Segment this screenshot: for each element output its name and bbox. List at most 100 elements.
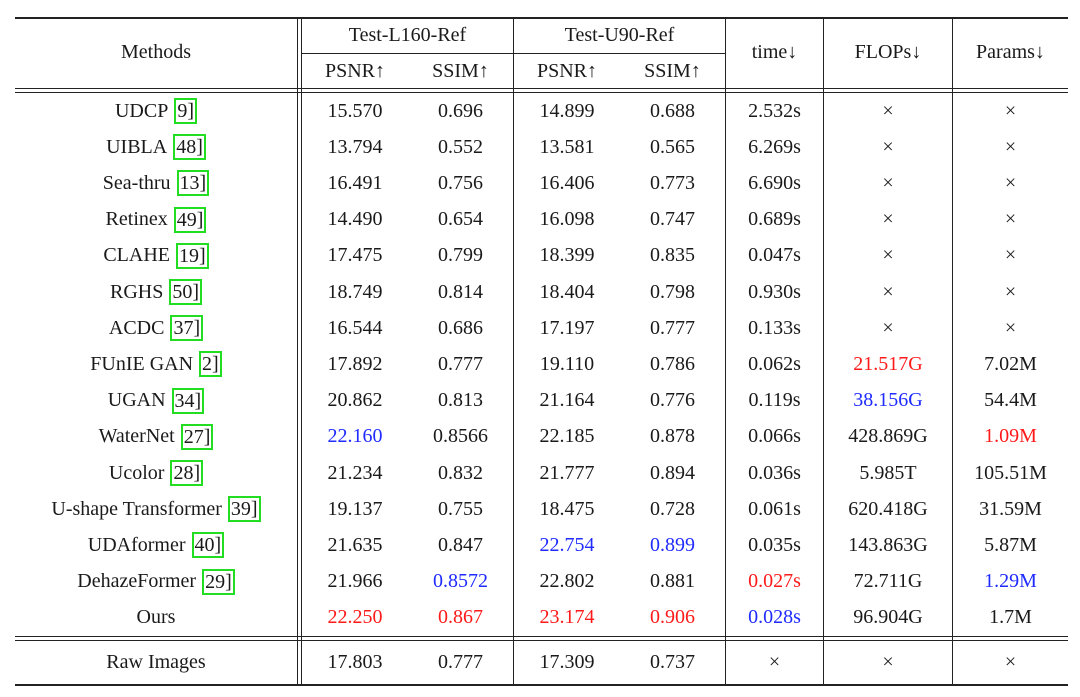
citation-link[interactable]: 13]	[176, 170, 210, 197]
cell-ssim-l160: 0.686	[438, 316, 483, 339]
method-name: CLAHE	[103, 244, 170, 267]
cell-ssim-u90: 0.747	[650, 208, 695, 231]
method-name: Retinex	[105, 208, 168, 231]
cell-params: 54.4M	[984, 389, 1037, 412]
rule-time-divider	[725, 17, 726, 686]
method-name: RGHS	[109, 280, 164, 303]
method-name: Raw Images	[106, 651, 206, 673]
citation-link[interactable]: 50]	[169, 279, 203, 306]
cell-params: 7.02M	[984, 352, 1037, 375]
cell-psnr-u90: 18.399	[539, 244, 595, 267]
cell-flops: 428.869G	[848, 425, 928, 448]
cell-time: 0.061s	[748, 497, 801, 520]
cell-psnr-l160: 13.794	[327, 135, 383, 158]
cell-ssim-u90: 0.776	[650, 389, 695, 412]
cell-flops: ×	[882, 135, 894, 158]
method-name: ACDC	[108, 316, 165, 339]
header-time: time↓	[751, 41, 798, 63]
cell-psnr-u90: 23.174	[539, 606, 595, 629]
cell-ssim-u90: 0.881	[650, 570, 695, 593]
method-name: UDCP	[114, 99, 169, 122]
cell-flops: 143.863G	[848, 533, 928, 556]
cell-psnr-u90: 17.197	[539, 316, 595, 339]
cell-params: ×	[1004, 651, 1017, 673]
citation-link[interactable]: 9]	[174, 98, 198, 125]
cell-psnr-l160: 16.544	[327, 316, 383, 339]
citation-link[interactable]: 40]	[191, 532, 225, 559]
method-name: Ours	[136, 606, 176, 629]
cell-params: 1.7M	[989, 606, 1032, 629]
cell-time: 0.066s	[748, 425, 801, 448]
cell-psnr-u90: 18.475	[539, 497, 595, 520]
method-name: UIBLA	[106, 135, 168, 158]
cell-flops: ×	[882, 99, 894, 122]
cell-psnr-l160: 21.635	[327, 533, 383, 556]
cell-psnr-l160: 18.749	[327, 280, 383, 303]
cell-time: 0.062s	[748, 352, 801, 375]
citation-link[interactable]: 27]	[180, 423, 214, 450]
citation-link[interactable]: 48]	[173, 134, 206, 161]
cell-params: 1.29M	[984, 570, 1037, 593]
cell-ssim-u90: 0.786	[650, 352, 695, 375]
cell-psnr-u90: 18.404	[539, 280, 595, 303]
method-cell: RGHS 50]	[15, 274, 297, 310]
citation-link[interactable]: 2]	[199, 351, 222, 378]
header-methods: Methods	[121, 41, 191, 63]
method-cell: Ours	[15, 600, 297, 636]
cell-ssim-u90: 0.906	[650, 606, 695, 629]
citation-link[interactable]: 34]	[171, 387, 205, 414]
header-params: Params↓	[976, 41, 1045, 63]
cell-psnr-u90: 22.185	[539, 425, 595, 448]
cell-ssim-u90: 0.894	[650, 461, 695, 484]
cell-psnr-u90: 14.899	[539, 99, 595, 122]
cell-params: ×	[1004, 244, 1017, 267]
cell-psnr-u90: 22.802	[539, 570, 595, 593]
method-cell: DehazeFormer 29]	[15, 564, 297, 600]
cell-params: 105.51M	[974, 461, 1047, 484]
cell-psnr-l160: 14.490	[327, 208, 383, 231]
rule-top	[15, 17, 1068, 19]
cell-ssim-l160: 0.8566	[433, 425, 488, 448]
rule-group-divider	[513, 17, 514, 686]
cell-time: 0.133s	[748, 316, 801, 339]
rule-ours-double-a	[15, 636, 1068, 637]
citation-link[interactable]: 39]	[227, 496, 261, 523]
rule-params-divider	[952, 17, 953, 686]
cell-ssim-l160: 0.847	[438, 533, 483, 556]
cell-psnr-l160: 17.803	[327, 651, 383, 673]
method-name: FUnIE GAN	[90, 352, 194, 375]
cell-flops: ×	[882, 244, 894, 267]
cell-time: 6.269s	[748, 135, 801, 158]
cell-ssim-l160: 0.813	[438, 389, 483, 412]
cell-time: ×	[768, 651, 781, 673]
cell-flops: 21.517G	[853, 352, 923, 375]
method-cell: CLAHE 19]	[15, 238, 297, 274]
citation-link[interactable]: 29]	[202, 568, 235, 595]
cell-psnr-l160: 22.160	[327, 425, 383, 448]
cell-flops: 5.985T	[859, 461, 917, 484]
cell-psnr-u90: 21.164	[539, 389, 595, 412]
method-cell: Retinex 49]	[15, 202, 297, 238]
rule-methods-double-a	[297, 17, 298, 686]
cell-psnr-u90: 21.777	[539, 461, 595, 484]
cell-flops: 38.156G	[853, 389, 923, 412]
citation-link[interactable]: 37]	[170, 315, 204, 342]
method-name: U-shape Transformer	[51, 497, 222, 520]
method-cell: UGAN 34]	[15, 383, 297, 419]
cell-params: ×	[1004, 171, 1017, 194]
method-name: DehazeFormer	[77, 570, 197, 593]
method-cell: U-shape Transformer 39]	[15, 491, 297, 527]
cell-flops: ×	[882, 280, 894, 303]
rule-header-double-a	[15, 88, 1068, 89]
citation-link[interactable]: 49]	[173, 206, 207, 233]
cell-psnr-l160: 20.862	[327, 389, 383, 412]
cell-psnr-u90: 19.110	[539, 352, 595, 375]
cell-params: 1.09M	[984, 425, 1037, 448]
cell-ssim-u90: 0.737	[650, 651, 695, 673]
citation-link[interactable]: 19]	[176, 242, 209, 269]
header-psnr-u90: PSNR↑	[536, 59, 598, 82]
cell-ssim-l160: 0.8572	[433, 570, 488, 593]
method-cell: Sea-thru 13]	[15, 165, 297, 201]
cell-ssim-u90: 0.835	[650, 244, 695, 267]
citation-link[interactable]: 28]	[170, 460, 204, 487]
